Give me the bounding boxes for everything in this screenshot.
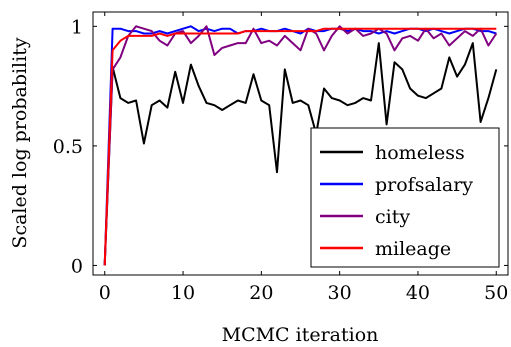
x-tick-label: 50: [484, 282, 508, 304]
x-tick-label: 40: [406, 282, 430, 304]
legend-label-city: city: [375, 206, 410, 228]
y-tick-label: 1: [71, 16, 83, 38]
x-axis-label: MCMC iteration: [222, 324, 379, 346]
axis-tick-labels: 0 10 20 30 40 50 0 0.5 1: [53, 16, 509, 304]
series-lines: [103, 25, 498, 266]
x-tick-label: 10: [171, 282, 195, 304]
legend: homeless profsalary city mileage: [310, 127, 500, 268]
legend-label-mileage: mileage: [375, 238, 451, 260]
plot-frame: [92, 11, 509, 276]
x-tick-label: 20: [249, 282, 273, 304]
series-line-homeless: [103, 42, 498, 266]
legend-label-homeless: homeless: [375, 142, 465, 164]
y-tick-label: 0: [71, 255, 83, 277]
series-line-mileage: [103, 27, 497, 266]
x-tick-label: 0: [99, 282, 111, 304]
axis-ticks: [93, 12, 508, 275]
x-tick-label: 30: [328, 282, 352, 304]
legend-label-profsalary: profsalary: [375, 174, 473, 196]
y-axis-label: Scaled log probability: [9, 37, 31, 248]
y-tick-label: 0.5: [53, 136, 83, 158]
series-line-city: [103, 25, 498, 266]
